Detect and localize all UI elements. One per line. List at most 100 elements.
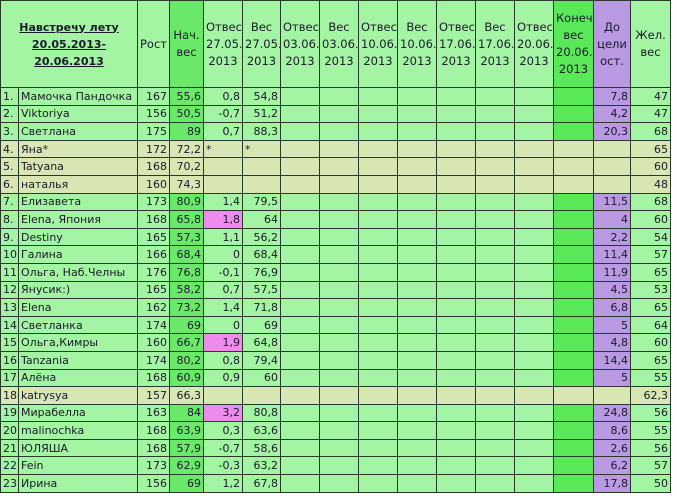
goal-left-cell[interactable] [593, 139, 631, 159]
loss-2705-cell[interactable] [203, 174, 243, 194]
loss-2705-cell[interactable]: 1,9 [203, 333, 243, 352]
start-weight-cell[interactable]: 55,6 [169, 87, 204, 106]
weight-0306-cell[interactable] [319, 104, 359, 124]
participant-name[interactable]: Ольга,Кимры [18, 333, 138, 352]
loss-1006-cell[interactable] [358, 245, 398, 264]
loss-1006-cell[interactable] [358, 298, 398, 317]
weight-1006-cell[interactable] [397, 456, 437, 476]
weight-1006-cell[interactable] [397, 403, 437, 423]
loss-1706-cell[interactable] [436, 139, 476, 159]
loss-0306-cell[interactable] [280, 122, 320, 141]
loss-2006-cell[interactable] [514, 227, 554, 247]
loss-1706-cell[interactable] [436, 262, 476, 282]
weight-1706-cell[interactable] [475, 192, 515, 212]
row-number[interactable]: 14. [0, 315, 19, 335]
loss-2006-cell[interactable] [514, 210, 554, 229]
loss-2705-cell[interactable]: 0,8 [203, 350, 243, 370]
desired-weight-cell[interactable]: 54 [630, 227, 671, 247]
loss-0306-cell[interactable] [280, 438, 320, 458]
weight-1006-cell[interactable] [397, 210, 437, 229]
row-number[interactable]: 21. [0, 438, 19, 458]
participant-name[interactable]: Destiny [18, 227, 138, 247]
final-weight-cell[interactable] [553, 280, 594, 300]
row-number[interactable]: 6. [0, 174, 19, 194]
loss-2006-cell[interactable] [514, 403, 554, 423]
final-weight-cell[interactable] [553, 386, 594, 405]
height-cell[interactable]: 168 [137, 210, 170, 229]
weight-0306-cell[interactable] [319, 298, 359, 317]
weight-1706-cell[interactable] [475, 350, 515, 370]
loss-0306-cell[interactable] [280, 139, 320, 159]
weight-1706-cell[interactable] [475, 474, 515, 493]
participant-name[interactable]: Tatyana [18, 157, 138, 176]
weight-1706-cell[interactable] [475, 210, 515, 229]
loss-1006-cell[interactable] [358, 192, 398, 212]
loss-2705-cell[interactable]: 0 [203, 315, 243, 335]
goal-left-cell[interactable]: 24,8 [593, 403, 631, 423]
weight-2705-cell[interactable]: 60 [242, 368, 281, 388]
loss-0306-cell[interactable] [280, 421, 320, 440]
weight-2705-cell[interactable]: 54,8 [242, 87, 281, 106]
weight-0306-cell[interactable] [319, 333, 359, 352]
weight-0306-cell[interactable] [319, 227, 359, 247]
loss-1006-cell[interactable] [358, 227, 398, 247]
loss-1706-cell[interactable] [436, 192, 476, 212]
height-cell[interactable]: 160 [137, 174, 170, 194]
weight-1706-cell[interactable] [475, 315, 515, 335]
goal-left-cell[interactable] [593, 386, 631, 405]
loss-0306-cell[interactable] [280, 456, 320, 476]
weight-1706-cell[interactable] [475, 139, 515, 159]
loss-2006-cell[interactable] [514, 262, 554, 282]
participant-name[interactable]: Яна* [18, 139, 138, 159]
loss-2705-cell[interactable]: 0,8 [203, 87, 243, 106]
row-number[interactable]: 4. [0, 139, 19, 159]
loss-1706-cell[interactable] [436, 298, 476, 317]
goal-left-cell[interactable]: 4 [593, 210, 631, 229]
desired-weight-cell[interactable]: 53 [630, 280, 671, 300]
loss-0306-cell[interactable] [280, 350, 320, 370]
desired-weight-cell[interactable]: 64 [630, 315, 671, 335]
weight-2705-cell[interactable]: 64,8 [242, 333, 281, 352]
loss-2705-cell[interactable]: 0 [203, 245, 243, 264]
start-weight-cell[interactable]: 73,2 [169, 298, 204, 317]
weight-0306-cell[interactable] [319, 386, 359, 405]
row-number[interactable]: 5. [0, 157, 19, 176]
loss-1006-cell[interactable] [358, 87, 398, 106]
start-weight-cell[interactable]: 65,8 [169, 210, 204, 229]
desired-weight-cell[interactable]: 56 [630, 403, 671, 423]
loss-0306-cell[interactable] [280, 333, 320, 352]
goal-left-cell[interactable]: 8,6 [593, 421, 631, 440]
final-weight-cell[interactable] [553, 421, 594, 440]
weight-2705-cell[interactable]: 71,8 [242, 298, 281, 317]
weight-1706-cell[interactable] [475, 368, 515, 388]
final-weight-cell[interactable] [553, 298, 594, 317]
goal-left-cell[interactable]: 14,4 [593, 350, 631, 370]
desired-weight-cell[interactable]: 60 [630, 333, 671, 352]
height-cell[interactable]: 174 [137, 350, 170, 370]
start-weight-cell[interactable]: 66,7 [169, 333, 204, 352]
goal-left-cell[interactable]: 11,9 [593, 262, 631, 282]
participant-name[interactable]: Fein [18, 456, 138, 476]
weight-1006-cell[interactable] [397, 157, 437, 176]
loss-1706-cell[interactable] [436, 333, 476, 352]
goal-left-cell[interactable]: 11,5 [593, 192, 631, 212]
goal-left-cell[interactable]: 4,2 [593, 104, 631, 124]
goal-left-cell[interactable]: 7,8 [593, 87, 631, 106]
weight-2705-cell[interactable]: 64 [242, 210, 281, 229]
loss-0306-cell[interactable] [280, 227, 320, 247]
participant-name[interactable]: Viktoriya [18, 104, 138, 124]
final-weight-cell[interactable] [553, 403, 594, 423]
loss-0306-cell[interactable] [280, 386, 320, 405]
loss-1706-cell[interactable] [436, 87, 476, 106]
participant-name[interactable]: ЮЛЯША [18, 438, 138, 458]
loss-2006-cell[interactable] [514, 456, 554, 476]
weight-2705-cell[interactable] [242, 386, 281, 405]
final-weight-cell[interactable] [553, 474, 594, 493]
loss-2705-cell[interactable]: 0,7 [203, 280, 243, 300]
weight-0306-cell[interactable] [319, 438, 359, 458]
participant-name[interactable]: katrysya [18, 386, 138, 405]
loss-1706-cell[interactable] [436, 456, 476, 476]
start-weight-cell[interactable]: 57,3 [169, 227, 204, 247]
weight-0306-cell[interactable] [319, 87, 359, 106]
loss-2705-cell[interactable] [203, 386, 243, 405]
